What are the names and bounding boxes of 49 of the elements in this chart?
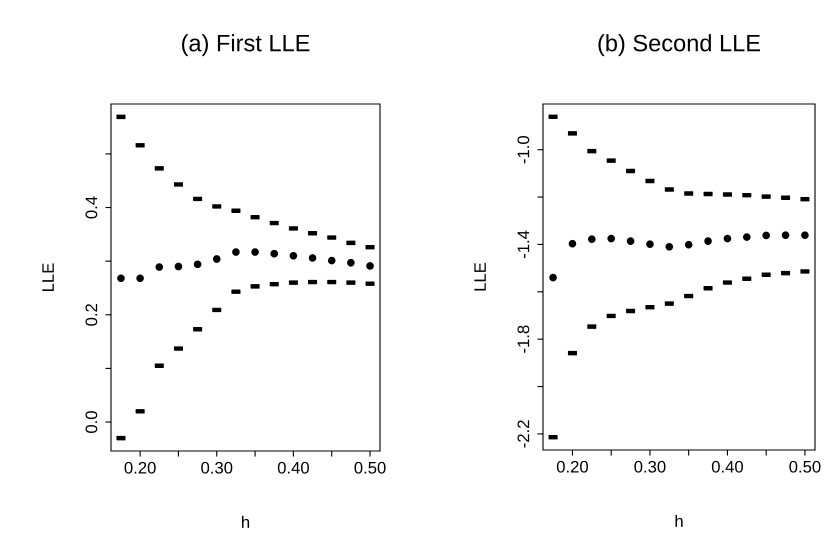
x-tick-label: 0.40 [712,460,743,473]
point [588,235,596,244]
point [308,254,316,262]
chart-title: (b) Second LLE [598,34,760,56]
point [762,232,770,240]
point [347,258,355,267]
point [155,263,164,271]
point [270,250,278,258]
x-axis-title: h [676,514,683,527]
y-tick-label: 0.0 [85,411,98,433]
point [232,248,240,256]
point [117,274,125,282]
y-tick-label: -2.2 [517,420,530,448]
x-tick-label: 0.30 [201,462,232,474]
point [742,233,751,241]
x-tick-label: 0.40 [278,462,309,474]
point [568,240,576,248]
y-tick-label: -1.4 [518,230,530,258]
y-axis-title: LLE [42,263,54,291]
point [684,240,693,248]
x-tick-label: 0.30 [634,460,666,473]
y-tick-label: 0.2 [85,304,98,326]
point [212,255,221,263]
chart-title: (a) First LLE [182,34,310,56]
x-tick-label: 0.20 [556,460,588,473]
y-tick-label: -1.0 [517,136,530,164]
point [290,252,298,260]
point [704,237,712,245]
point [801,231,809,240]
x-tick-label: 0.50 [354,462,386,474]
point [328,256,336,264]
x-axis-title: h [242,516,250,528]
point [724,234,732,242]
point [174,262,182,270]
x-tick-label: 0.20 [124,462,156,474]
y-tick-label: 0.4 [85,196,98,218]
x-tick-label: 0.50 [789,460,820,473]
point [665,242,674,251]
point [646,240,654,248]
point [607,234,616,242]
point [366,262,374,270]
point [136,274,144,282]
y-tick-label: -1.8 [517,326,530,353]
point [194,260,202,268]
point [782,231,790,240]
point [251,248,259,256]
y-axis-title: LLE [474,262,486,290]
point [549,274,557,282]
point [626,237,634,245]
